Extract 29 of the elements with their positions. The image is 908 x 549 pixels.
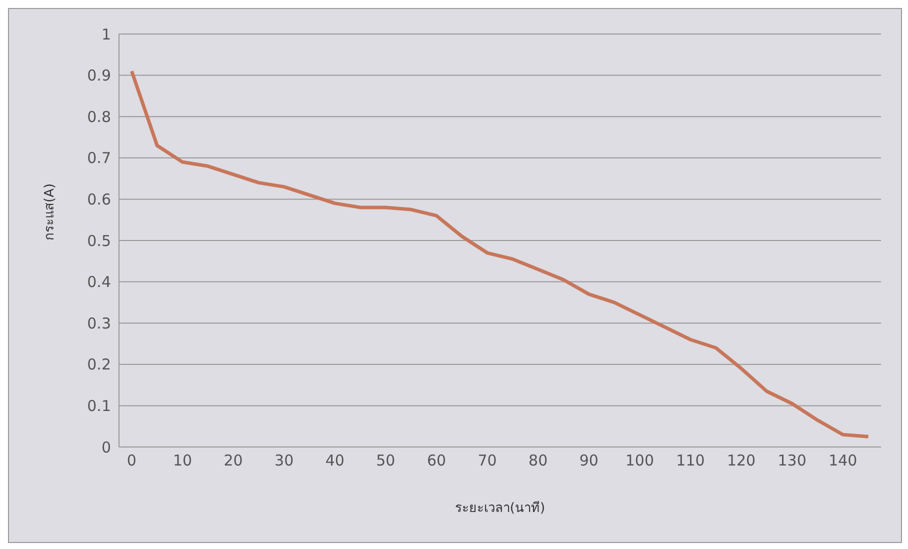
x-tick-label: 10 [172,452,192,470]
y-tick-label: 1 [101,25,111,44]
y-tick-label: 0 [101,438,111,456]
y-tick-label: 0.4 [87,273,111,292]
y-tick-label: 0.8 [87,108,111,126]
y-axis-title: กระแส(A) [42,183,58,240]
y-tick-label: 0.7 [87,149,111,168]
x-tick-label: 20 [224,452,243,470]
x-tick-label: 40 [325,452,344,470]
x-tick-label: 90 [579,452,598,470]
x-tick-label: 130 [778,452,806,470]
line-series [130,69,870,438]
y-tick-label: 0.9 [87,66,111,85]
y-tick-label: 0.2 [87,356,111,374]
x-tick-label: 50 [376,452,396,470]
y-tick-label: 0.3 [87,314,111,332]
x-tick-label: 70 [478,452,497,470]
x-tick-label: 120 [726,452,756,470]
x-tick-label: 0 [126,452,136,470]
x-tick-label: 30 [274,452,294,470]
x-tick-label: 60 [426,452,446,470]
y-tick-label: 0.5 [87,232,111,250]
x-tick-label: 110 [676,452,705,470]
y-tick-label: 0.6 [87,190,111,209]
x-tick-label: 100 [625,452,654,470]
y-tick-label: 0.1 [87,397,111,416]
x-axis-title: ระยะเวลา(นาที) [454,500,546,516]
x-tick-label: 140 [828,452,858,470]
x-tick-label: 80 [528,452,548,470]
